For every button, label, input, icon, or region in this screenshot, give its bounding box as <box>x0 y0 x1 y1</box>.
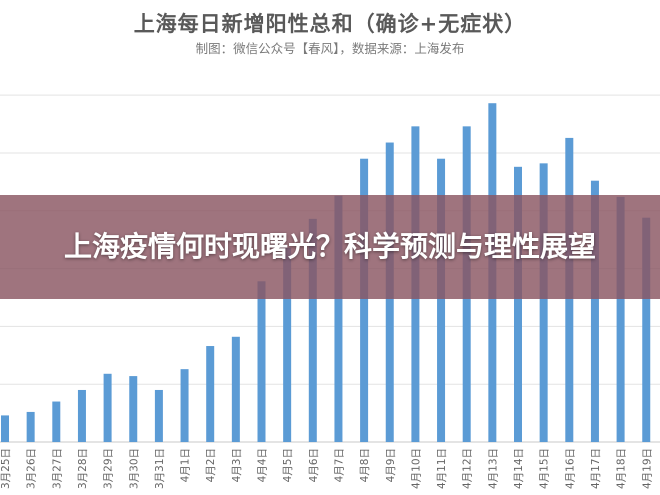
x-tick-label: 4月6日 <box>308 448 320 482</box>
x-tick-label: 4月13日 <box>487 448 499 489</box>
x-tick-label: 4月9日 <box>385 448 397 482</box>
bar <box>334 195 343 442</box>
bar <box>52 401 61 442</box>
x-tick-label: 4月3日 <box>231 448 243 482</box>
bar <box>129 376 138 442</box>
x-tick-label: 3月30日 <box>128 448 140 489</box>
x-tick-label: 4月16日 <box>564 448 576 489</box>
x-tick-label: 4月10日 <box>410 448 422 489</box>
headline-text: 上海疫情何时现曙光？科学预测与理性展望 <box>63 230 596 263</box>
bar <box>103 373 112 442</box>
x-tick-label: 4月1日 <box>180 448 192 482</box>
bar <box>206 346 215 442</box>
chart-subtitle: 制图：微信公众号【春风】，数据来源：上海发布 <box>195 41 465 56</box>
bar <box>437 158 446 442</box>
bar <box>590 180 599 442</box>
bar <box>360 158 369 442</box>
x-tick-label: 4月4日 <box>257 448 269 482</box>
bar <box>1 415 9 442</box>
x-tick-label: 4月18日 <box>616 448 628 489</box>
bar <box>616 196 625 442</box>
x-tick-label: 4月14日 <box>513 448 525 489</box>
bar <box>642 217 651 442</box>
chart-title: 上海每日新增阳性总和（确诊+无症状） <box>133 12 527 36</box>
x-tick-label: 4月2日 <box>205 448 217 482</box>
headline-banner: 上海疫情何时现曙光？科学预测与理性展望 <box>0 195 660 299</box>
x-tick-label: 3月28日 <box>77 448 89 489</box>
x-tick-label: 3月27日 <box>51 448 63 489</box>
bar <box>257 281 266 442</box>
x-tick-label: 3月25日 <box>0 448 12 489</box>
bar <box>154 389 163 442</box>
x-tick-label: 3月26日 <box>26 448 38 489</box>
x-tick-label: 4月19日 <box>641 448 653 489</box>
bar <box>283 247 292 442</box>
bar <box>180 369 189 442</box>
x-tick-label: 4月7日 <box>333 448 345 482</box>
x-tick-label: 4月17日 <box>590 448 602 489</box>
x-tick-label: 3月31日 <box>154 448 166 489</box>
x-tick-label: 4月11日 <box>436 448 448 489</box>
bar <box>308 218 317 442</box>
x-tick-label: 4月15日 <box>539 448 551 489</box>
bar <box>231 336 240 442</box>
bar <box>539 163 548 442</box>
x-tick-label: 3月29日 <box>103 448 115 489</box>
x-tick-labels: 3月25日 3月26日 3月27日 3月28日 3月29日 3月30日 3月31日 4月1日 4… <box>0 448 653 489</box>
bar <box>77 389 86 442</box>
x-tick-label: 4月8日 <box>359 448 371 482</box>
x-tick-label: 4月5日 <box>282 448 294 482</box>
bar <box>514 166 522 442</box>
x-tick-label: 4月12日 <box>462 448 474 489</box>
bar <box>26 411 35 442</box>
